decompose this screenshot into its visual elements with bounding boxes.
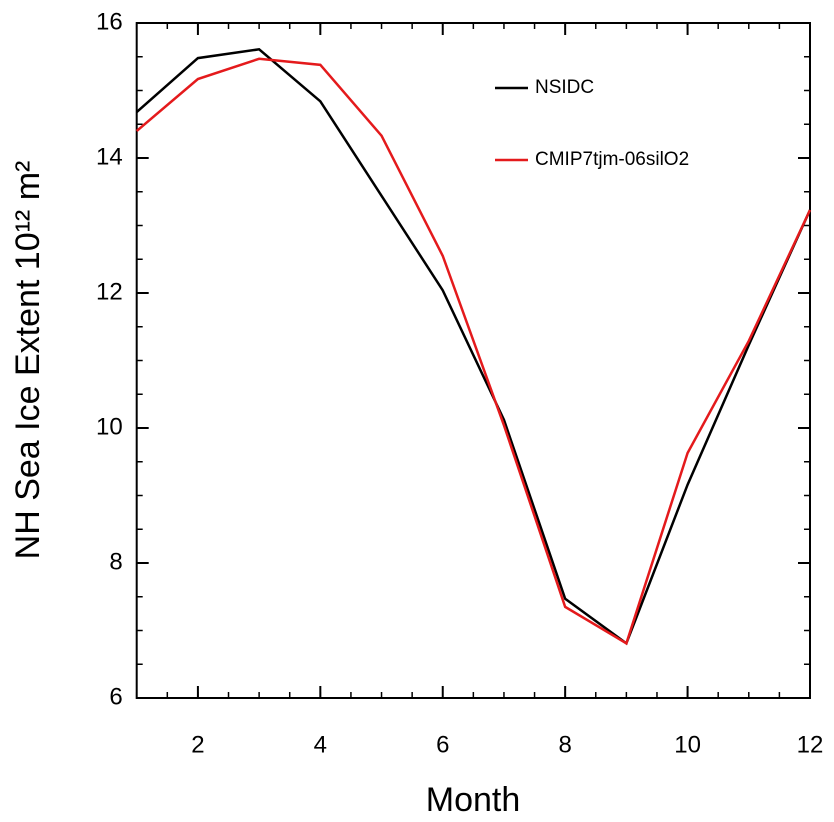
x-tick-label: 2 [191,731,204,758]
plot-frame [135,22,811,699]
y-tick-label: 12 [96,278,123,305]
x-tick-label: 8 [558,731,571,758]
y-tick-label: 14 [96,143,123,170]
x-axis-label: Month [426,781,521,819]
y-tick-label: 10 [96,413,123,440]
legend-label: NSIDC [535,77,594,98]
data-line [135,48,812,646]
data-line [135,57,812,646]
legend-label: CMIP7tjm-06silO2 [535,149,689,170]
x-tick-label: 10 [674,731,701,758]
y-tick-label: 8 [109,548,122,575]
x-tick-label: 12 [797,731,824,758]
y-tick-label: 6 [109,683,122,710]
x-tick-label: 6 [436,731,449,758]
y-tick-label: 16 [96,8,123,35]
x-tick-label: 4 [314,731,327,758]
y-axis-label: NH Sea Ice Extent 10¹² m² [9,161,47,560]
